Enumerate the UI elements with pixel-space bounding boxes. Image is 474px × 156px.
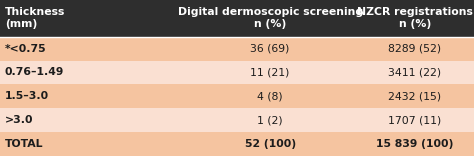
Bar (0, 37, 474, 61)
Text: 3411 (22): 3411 (22) (388, 67, 441, 78)
Text: 36 (69): 36 (69) (250, 44, 290, 54)
Text: *<0.75: *<0.75 (5, 44, 46, 54)
Bar (0, 61, 474, 84)
Bar (0, 84, 474, 108)
Text: NZCR registrations
n (%): NZCR registrations n (%) (357, 7, 473, 29)
Text: TOTAL: TOTAL (5, 139, 43, 149)
Text: 1707 (11): 1707 (11) (388, 115, 441, 125)
Text: 4 (8): 4 (8) (257, 91, 283, 101)
Bar (0, 132, 474, 156)
Bar (0, 108, 474, 132)
Text: 52 (100): 52 (100) (245, 139, 296, 149)
Text: 11 (21): 11 (21) (250, 67, 290, 78)
Text: 2432 (15): 2432 (15) (388, 91, 441, 101)
Text: Thickness
(mm): Thickness (mm) (5, 7, 65, 29)
Bar (0, 0, 474, 37)
Text: >3.0: >3.0 (5, 115, 33, 125)
Text: Digital dermoscopic screening
n (%): Digital dermoscopic screening n (%) (178, 7, 363, 29)
Text: 1 (2): 1 (2) (257, 115, 283, 125)
Text: 15 839 (100): 15 839 (100) (376, 139, 454, 149)
Text: 8289 (52): 8289 (52) (388, 44, 441, 54)
Text: 0.76–1.49: 0.76–1.49 (5, 67, 64, 78)
Text: 1.5–3.0: 1.5–3.0 (5, 91, 49, 101)
